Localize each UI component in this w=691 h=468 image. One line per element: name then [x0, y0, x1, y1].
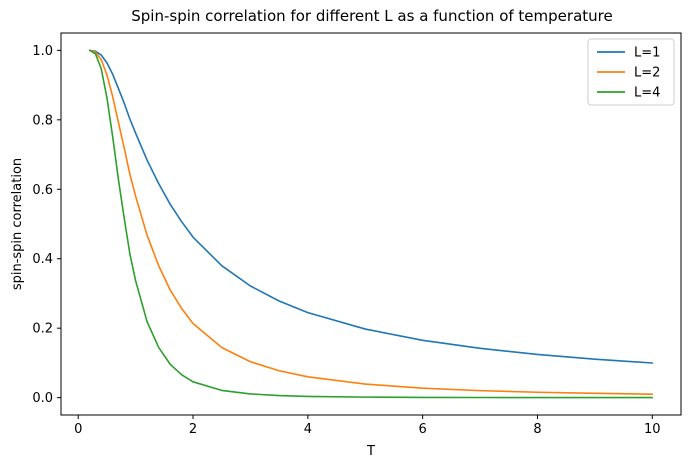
x-axis-label: T — [366, 444, 375, 459]
y-tick-label: 0.4 — [32, 252, 53, 267]
legend-box — [587, 38, 675, 106]
y-tick-label: 0.6 — [32, 183, 53, 198]
x-tick-label: 4 — [304, 422, 312, 437]
legend-label-1: L=1 — [634, 46, 660, 61]
x-tick-label: 2 — [189, 422, 197, 437]
series-line-2 — [88, 49, 654, 395]
y-tick-label: 0.0 — [32, 391, 53, 406]
legend-label-2: L=2 — [634, 66, 660, 81]
plot-area — [88, 49, 654, 399]
y-tick-label: 0.8 — [32, 113, 53, 128]
y-axis-label: spin-spin correlation — [10, 158, 25, 290]
legend-label-3: L=4 — [634, 86, 660, 101]
legend: L=1 L=2 L=4 — [587, 38, 675, 106]
x-tick-label: 6 — [419, 422, 427, 437]
series-line-1 — [88, 49, 654, 364]
y-tick-label: 0.2 — [32, 322, 53, 337]
x-tick-label: 0 — [74, 422, 82, 437]
series-line-3 — [88, 49, 654, 399]
plot-frame — [60, 32, 682, 416]
y-tick-label: 1.0 — [32, 44, 53, 59]
x-tick-label: 10 — [644, 422, 661, 437]
x-tick-label: 8 — [533, 422, 541, 437]
axis-ticks: 0 2 4 6 8 10 0.0 0.2 0.4 0.6 0.8 1.0 — [32, 44, 660, 437]
chart-title: Spin-spin correlation for different L as… — [131, 7, 612, 25]
